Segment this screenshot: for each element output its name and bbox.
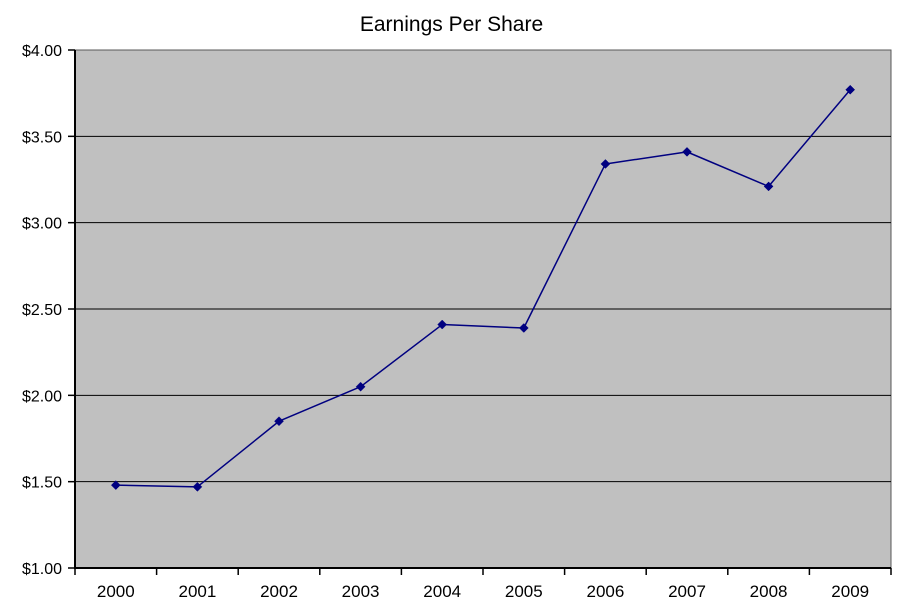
x-axis-label: 2006 [586, 582, 624, 601]
y-axis-label: $2.50 [22, 302, 62, 319]
y-axis-label: $4.00 [22, 43, 62, 60]
data-point-marker [600, 159, 611, 169]
eps-series-line [115, 89, 851, 488]
x-axis-label: 2001 [178, 582, 216, 601]
x-axis-label: 2003 [342, 582, 380, 601]
data-point-marker [845, 84, 856, 95]
chart-title: Earnings Per Share [359, 13, 544, 36]
data-point-marker [192, 481, 203, 492]
x-axis-label: 2007 [668, 582, 706, 601]
y-axis-label: $1.50 [22, 475, 62, 492]
data-point-marker [437, 319, 448, 330]
x-axis-label: 2002 [260, 582, 298, 601]
data-point-marker [355, 381, 366, 392]
x-axis-label: 2008 [750, 582, 788, 601]
data-point-marker [682, 147, 692, 157]
x-axis-label: 2005 [505, 582, 543, 601]
y-axis-label: $3.50 [22, 129, 62, 146]
y-axis-label: $3.00 [22, 216, 62, 233]
data-point-marker [274, 416, 284, 427]
x-axis-label: 2004 [423, 582, 461, 601]
x-axis-label: 2009 [831, 582, 869, 601]
data-point-marker [518, 323, 529, 333]
data-point-marker [110, 480, 121, 490]
x-axis-label: 2000 [97, 582, 135, 601]
y-axis-label: $1.00 [22, 561, 62, 578]
y-axis-label: $2.00 [22, 388, 62, 405]
data-point-marker [763, 181, 774, 192]
